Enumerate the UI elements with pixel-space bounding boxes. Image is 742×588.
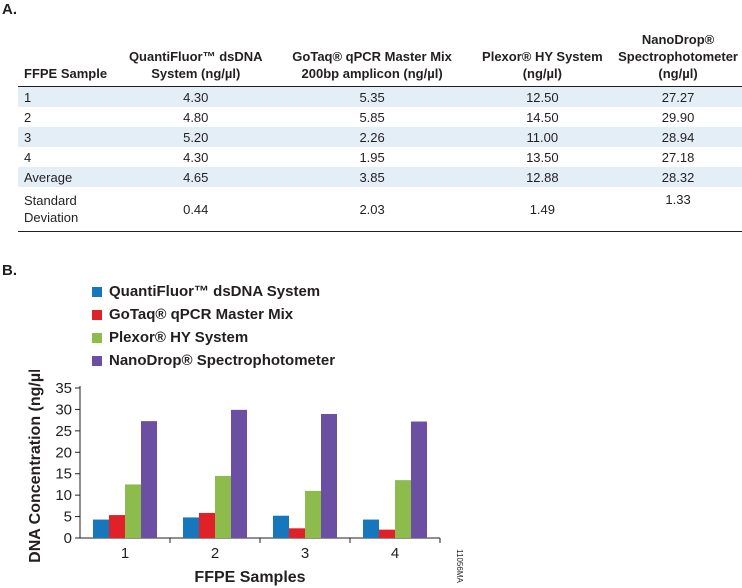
bar-quantifluor — [273, 515, 289, 538]
header-nanodrop: NanoDrop® Spectrophotometer (ng/µl) — [618, 32, 738, 81]
section-b-label: B. — [2, 262, 17, 279]
table-row: 3 5.20 2.26 11.00 28.94 — [18, 127, 742, 147]
cell-plexor: 12.88 — [470, 167, 615, 187]
header-gotaq: GoTaq® qPCR Master Mix 200bp amplicon (n… — [292, 49, 452, 81]
cell-nanodrop: 28.94 — [614, 127, 742, 147]
y-tick-label: 35 — [55, 380, 72, 397]
legend-item-plexor: Plexor® HY System — [92, 326, 335, 349]
legend-label: QuantiFluor™ dsDNA System — [109, 283, 321, 300]
bar-gotaq — [289, 528, 305, 538]
legend-swatch — [92, 286, 102, 297]
legend-item-quantifluor: QuantiFluor™ dsDNA System — [92, 280, 335, 303]
table-row: 1 4.30 5.35 12.50 27.27 — [18, 86, 742, 107]
chart-legend: QuantiFluor™ dsDNA System GoTaq® qPCR Ma… — [92, 280, 335, 372]
bar-chart: 0 5 10 15 20 25 30 35 1 2 3 4 FFPE Samples DNA Concen… — [27, 370, 464, 586]
y-tick-label: 5 — [64, 509, 72, 526]
y-tick-label: 15 — [55, 466, 72, 483]
table-row: 4 4.30 1.95 13.50 27.18 — [18, 147, 742, 167]
x-tick-label: 1 — [121, 545, 129, 562]
cell-sample: 1 — [18, 86, 118, 107]
bar-nanodrop — [231, 409, 247, 538]
cell-quantifluor: 4.65 — [117, 167, 274, 187]
cell-sample: 3 — [18, 127, 118, 147]
cell-nanodrop: 27.18 — [661, 149, 695, 165]
cell-gotaq: 2.26 — [273, 127, 471, 147]
bar-plexor — [305, 490, 321, 538]
x-tick-label: 2 — [211, 545, 219, 562]
concentration-table: FFPE Sample QuantiFluor™ dsDNA System (n… — [18, 18, 742, 232]
section-a-label: A. — [2, 1, 17, 18]
bar-plexor — [125, 484, 141, 538]
cell-sample: Standard Deviation — [24, 193, 79, 225]
cell-gotaq: 5.85 — [359, 109, 385, 125]
legend-label: GoTaq® qPCR Master Mix — [109, 306, 294, 323]
cell-sample: 2 — [24, 109, 32, 125]
bar-nanodrop — [141, 421, 157, 538]
bar-plexor — [215, 475, 231, 538]
cell-nanodrop: 29.90 — [661, 109, 695, 125]
cell-nanodrop: 28.32 — [614, 167, 742, 187]
bar-gotaq — [109, 515, 125, 538]
header-ffpe-sample: FFPE Sample — [24, 66, 108, 81]
y-tick-label: 25 — [55, 423, 72, 440]
cell-quantifluor: 0.44 — [183, 201, 209, 217]
cell-plexor: 13.50 — [526, 149, 559, 165]
x-tick-label: 4 — [391, 545, 399, 562]
y-tick-label: 10 — [55, 487, 72, 504]
cell-quantifluor: 4.80 — [183, 109, 209, 125]
cell-gotaq: 2.03 — [359, 201, 385, 217]
cell-sample: Average — [18, 167, 118, 187]
figure-id: 11056MA — [455, 549, 464, 583]
legend-swatch — [92, 355, 102, 366]
bar-quantifluor — [183, 517, 199, 538]
legend-label: NanoDrop® Spectrophotometer — [109, 352, 336, 369]
bar-gotaq — [379, 529, 395, 538]
bar-nanodrop — [321, 413, 337, 538]
cell-plexor: 12.50 — [470, 86, 615, 107]
header-plexor: Plexor® HY System (ng/µl) — [482, 49, 603, 81]
cell-nanodrop: 1.33 — [665, 192, 691, 207]
cell-quantifluor: 4.30 — [183, 149, 209, 165]
header-quantifluor: QuantiFluor™ dsDNA System (ng/µl) — [128, 49, 263, 81]
y-tick-label: 30 — [55, 401, 72, 418]
x-tick-label: 3 — [301, 545, 309, 562]
y-axis-label: DNA Concentration (ng/µl) — [27, 370, 44, 563]
cell-gotaq: 5.35 — [273, 86, 471, 107]
cell-sample: 4 — [24, 149, 32, 165]
legend-label: Plexor® HY System — [109, 329, 249, 346]
y-tick-label: 20 — [55, 444, 72, 461]
cell-quantifluor: 4.30 — [117, 86, 274, 107]
legend-item-nanodrop: NanoDrop® Spectrophotometer — [92, 349, 335, 372]
legend-swatch — [92, 309, 102, 320]
bar-quantifluor — [93, 519, 109, 538]
table-row-average: Average 4.65 3.85 12.88 28.32 — [18, 167, 742, 187]
bar-gotaq — [199, 512, 215, 538]
cell-nanodrop: 27.27 — [614, 86, 742, 107]
cell-plexor: 14.50 — [526, 109, 559, 125]
x-axis-label: FFPE Samples — [194, 569, 305, 586]
bar-quantifluor — [363, 519, 379, 538]
cell-plexor: 1.49 — [529, 201, 555, 217]
cell-gotaq: 3.85 — [273, 167, 471, 187]
bar-plexor — [395, 480, 411, 538]
table-row-stdev: Standard Deviation 0.44 2.03 1.49 1.33 — [18, 187, 742, 232]
cell-plexor: 11.00 — [470, 127, 615, 147]
cell-gotaq: 1.95 — [359, 149, 385, 165]
y-tick-label: 0 — [64, 530, 72, 547]
legend-item-gotaq: GoTaq® qPCR Master Mix — [92, 303, 335, 326]
legend-swatch — [92, 332, 102, 343]
bar-nanodrop — [411, 421, 427, 538]
cell-quantifluor: 5.20 — [117, 127, 274, 147]
table-row: 2 4.80 5.85 14.50 29.90 — [18, 107, 742, 127]
table-header-row: FFPE Sample QuantiFluor™ dsDNA System (n… — [18, 18, 742, 87]
